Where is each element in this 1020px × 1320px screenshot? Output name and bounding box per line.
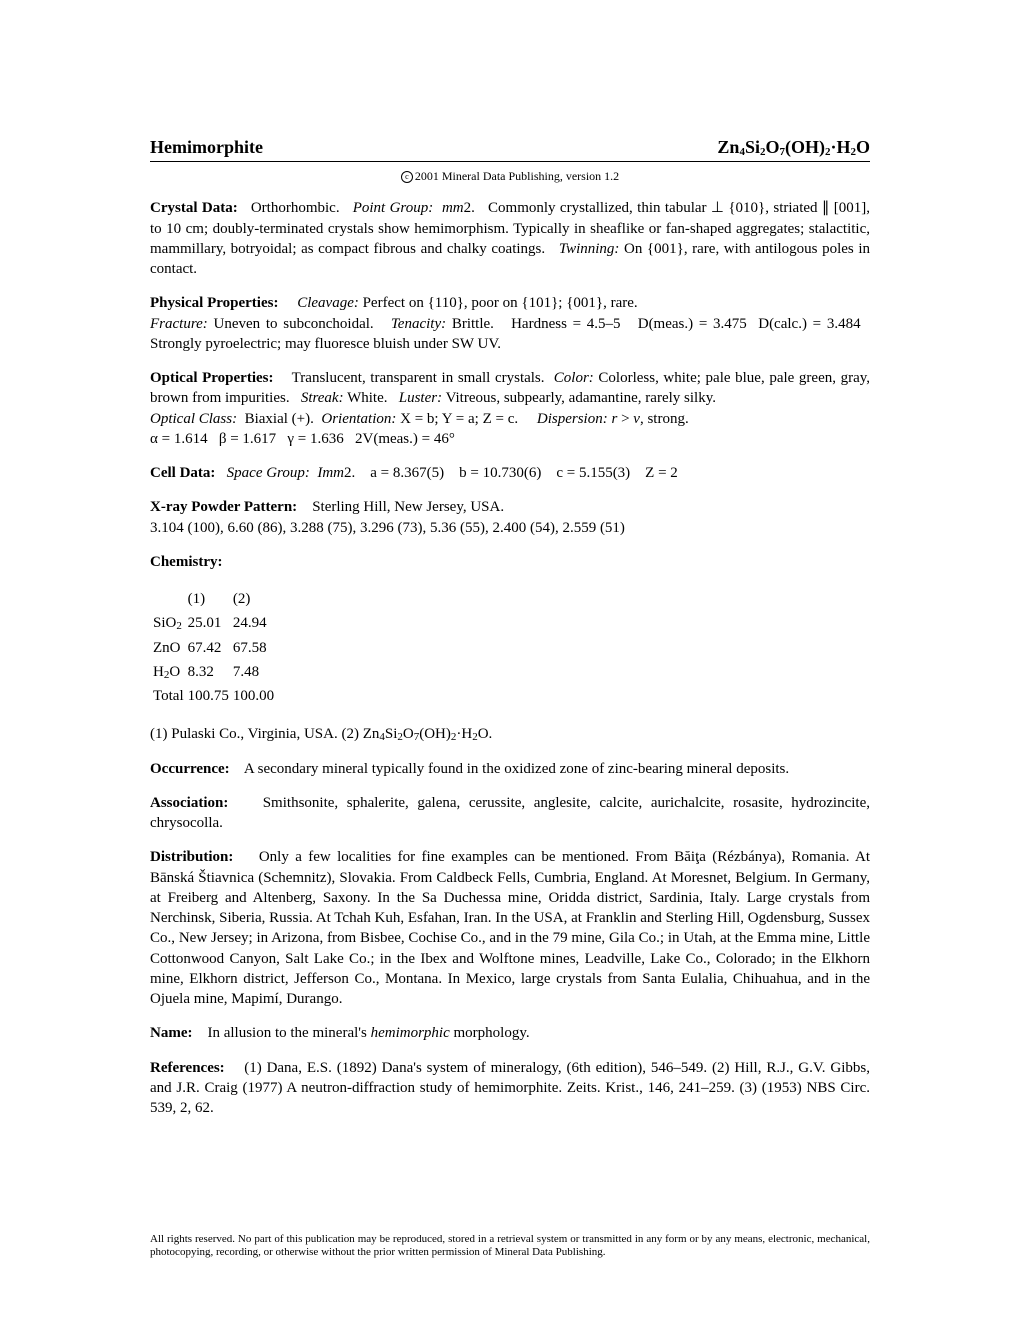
orientation: X = b; Y = a; Z = c. bbox=[400, 411, 518, 427]
title-row: Hemimorphite Zn4Si2O7(OH)2·H2O bbox=[150, 135, 870, 162]
xray-section: X-ray Powder Pattern: Sterling Hill, New… bbox=[150, 497, 870, 538]
occurrence-text: A secondary mineral typically found in t… bbox=[244, 761, 789, 777]
optical-section: Optical Properties: Translucent, transpa… bbox=[150, 368, 870, 449]
optical-indices: α = 1.614 β = 1.617 γ = 1.636 2V(meas.) … bbox=[150, 431, 455, 447]
chem-total: 100.00 bbox=[232, 685, 275, 707]
chem-key: SiO2 bbox=[152, 612, 185, 634]
streak-text: White. bbox=[347, 390, 387, 406]
chem-val: 8.32 bbox=[187, 661, 230, 683]
distribution-section: Distribution: Only a few localities for … bbox=[150, 847, 870, 1009]
chem-col1: (1) bbox=[187, 588, 230, 610]
mineral-name: Hemimorphite bbox=[150, 135, 263, 159]
crystal-system: Orthorhombic. bbox=[251, 200, 340, 216]
twinning-label: Twinning: bbox=[559, 241, 620, 257]
copyright-text: 2001 Mineral Data Publishing, version 1.… bbox=[415, 169, 619, 183]
footer-text: All rights reserved. No part of this pub… bbox=[150, 1233, 870, 1261]
chem-key: H2O bbox=[152, 661, 185, 683]
luster-label: Luster: bbox=[399, 390, 442, 406]
chem-total-label: Total bbox=[152, 685, 185, 707]
distribution-text: Only a few localities for fine examples … bbox=[150, 849, 870, 1007]
chem-val: 67.42 bbox=[187, 637, 230, 659]
table-row: ZnO 67.42 67.58 bbox=[152, 637, 275, 659]
dcalc: D(calc.) = 3.484 bbox=[758, 316, 860, 332]
chem-val: 25.01 bbox=[187, 612, 230, 634]
references-label: References: bbox=[150, 1060, 225, 1076]
copyright-line: c2001 Mineral Data Publishing, version 1… bbox=[150, 168, 870, 184]
chemical-formula: Zn4Si2O7(OH)2·H2O bbox=[717, 135, 870, 159]
xray-pattern: 3.104 (100), 6.60 (86), 3.288 (75), 3.29… bbox=[150, 520, 625, 536]
table-row: H2O 8.32 7.48 bbox=[152, 661, 275, 683]
optical-class-label: Optical Class: bbox=[150, 411, 237, 427]
chem-val: 67.58 bbox=[232, 637, 275, 659]
cell-label: Cell Data: bbox=[150, 465, 215, 481]
chem-col2: (2) bbox=[232, 588, 275, 610]
references-section: References: (1) Dana, E.S. (1892) Dana's… bbox=[150, 1058, 870, 1119]
tenacity-text: Brittle. bbox=[452, 316, 494, 332]
point-group-label: Point Group: bbox=[353, 200, 433, 216]
luster-text: Vitreous, subpearly, adamantine, rarely … bbox=[446, 390, 716, 406]
cell-data-section: Cell Data: Space Group: Imm2. a = 8.367(… bbox=[150, 463, 870, 483]
distribution-label: Distribution: bbox=[150, 849, 233, 865]
physical-label: Physical Properties: bbox=[150, 295, 278, 311]
name-label: Name: bbox=[150, 1025, 192, 1041]
table-row: Total 100.75 100.00 bbox=[152, 685, 275, 707]
dispersion: r > v, strong. bbox=[611, 411, 688, 427]
association-text: Smithsonite, sphalerite, galena, cerussi… bbox=[150, 795, 870, 831]
chem-key: ZnO bbox=[152, 637, 185, 659]
optical-class: Biaxial (+). bbox=[245, 411, 314, 427]
chemistry-section: Chemistry: bbox=[150, 552, 870, 572]
tenacity-label: Tenacity: bbox=[391, 316, 446, 332]
dmeas: D(meas.) = 3.475 bbox=[638, 316, 747, 332]
space-group: Imm bbox=[317, 465, 344, 481]
crystal-data-label: Crystal Data: bbox=[150, 200, 238, 216]
chem-val: 7.48 bbox=[232, 661, 275, 683]
association-section: Association: Smithsonite, sphalerite, ga… bbox=[150, 793, 870, 834]
fracture-text: Uneven to subconchoidal. bbox=[214, 316, 374, 332]
optical-intro: Translucent, transparent in small crysta… bbox=[292, 370, 545, 386]
chem-total: 100.75 bbox=[187, 685, 230, 707]
xray-label: X-ray Powder Pattern: bbox=[150, 499, 297, 515]
chemistry-note: (1) Pulaski Co., Virginia, USA. (2) Zn4S… bbox=[150, 724, 870, 744]
name-text: In allusion to the mineral's hemimorphic… bbox=[207, 1025, 529, 1041]
optical-label: Optical Properties: bbox=[150, 370, 273, 386]
occurrence-section: Occurrence: A secondary mineral typicall… bbox=[150, 759, 870, 779]
references-text: (1) Dana, E.S. (1892) Dana's system of m… bbox=[150, 1060, 870, 1117]
streak-label: Streak: bbox=[301, 390, 344, 406]
crystal-data-section: Crystal Data: Orthorhombic. Point Group:… bbox=[150, 198, 870, 279]
association-label: Association: bbox=[150, 795, 228, 811]
color-label: Color: bbox=[554, 370, 594, 386]
occurrence-label: Occurrence: bbox=[150, 761, 230, 777]
dispersion-label: Dispersion: bbox=[537, 411, 608, 427]
xray-locality: Sterling Hill, New Jersey, USA. bbox=[312, 499, 504, 515]
cell-params: a = 8.367(5) b = 10.730(6) c = 5.155(3) … bbox=[370, 465, 678, 481]
cleavage-label: Cleavage: bbox=[297, 295, 359, 311]
chemistry-label: Chemistry: bbox=[150, 554, 222, 570]
cleavage-text: Perfect on {110}, poor on {101}; {001}, … bbox=[363, 295, 638, 311]
name-section: Name: In allusion to the mineral's hemim… bbox=[150, 1023, 870, 1043]
page: Hemimorphite Zn4Si2O7(OH)2·H2O c2001 Min… bbox=[0, 0, 1020, 1320]
hardness: Hardness = 4.5–5 bbox=[511, 316, 620, 332]
physical-extra: Strongly pyroelectric; may fluoresce blu… bbox=[150, 336, 501, 352]
chem-val: 24.94 bbox=[232, 612, 275, 634]
table-row: SiO2 25.01 24.94 bbox=[152, 612, 275, 634]
point-group: mm bbox=[442, 200, 464, 216]
copyright-icon: c bbox=[401, 171, 413, 183]
physical-section: Physical Properties: Cleavage: Perfect o… bbox=[150, 293, 870, 354]
space-group-label: Space Group: bbox=[227, 465, 310, 481]
orientation-label: Orientation: bbox=[321, 411, 396, 427]
fracture-label: Fracture: bbox=[150, 316, 208, 332]
